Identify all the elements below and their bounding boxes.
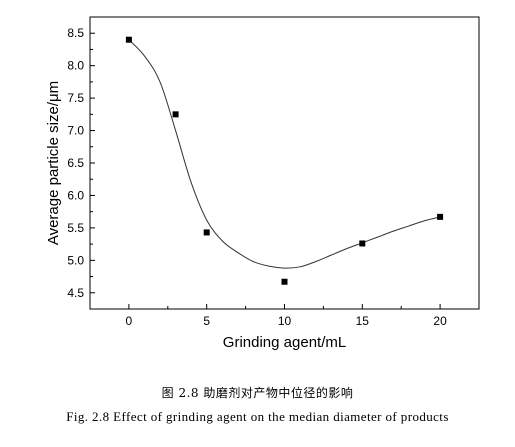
- data-point: [359, 240, 366, 247]
- y-tick-label: 8.0: [67, 59, 84, 73]
- y-axis-tick-labels: 4.5 5.0 5.5 6.0 6.5 7.0 7.5 8.0 8.5: [67, 26, 84, 300]
- x-tick-label: 10: [278, 314, 292, 328]
- x-tick-label: 0: [126, 314, 133, 328]
- figure-caption-chinese: 图 2.8 助磨剂对产物中位径的影响: [161, 386, 354, 400]
- data-points: [125, 36, 444, 285]
- data-point: [172, 111, 179, 118]
- x-tick-label: 15: [356, 314, 370, 328]
- y-axis-ticks: [90, 32, 95, 294]
- x-axis-title: Grinding agent/mL: [223, 334, 346, 351]
- y-tick-label: 6.5: [67, 156, 84, 170]
- y-tick-label: 5.5: [67, 221, 84, 235]
- y-axis-title: Average particle size/μm: [45, 81, 62, 245]
- data-point: [125, 36, 132, 43]
- data-point: [203, 229, 210, 236]
- y-tick-label: 6.0: [67, 188, 84, 202]
- fit-curve: [128, 39, 441, 269]
- x-axis-tick-labels: 0 5 10 15 20: [126, 314, 448, 328]
- y-tick-label: 8.5: [67, 26, 84, 40]
- data-point: [281, 278, 288, 285]
- y-tick-label: 7.5: [67, 91, 84, 105]
- y-tick-label: 4.5: [67, 286, 84, 300]
- data-point: [437, 213, 444, 220]
- x-tick-label: 20: [433, 314, 447, 328]
- figure-caption-english: Fig. 2.8 Effect of grinding agent on the…: [66, 409, 449, 424]
- x-tick-label: 5: [203, 314, 210, 328]
- y-tick-label: 5.0: [67, 253, 84, 267]
- y-tick-label: 7.0: [67, 124, 84, 138]
- x-axis-ticks: [128, 304, 441, 309]
